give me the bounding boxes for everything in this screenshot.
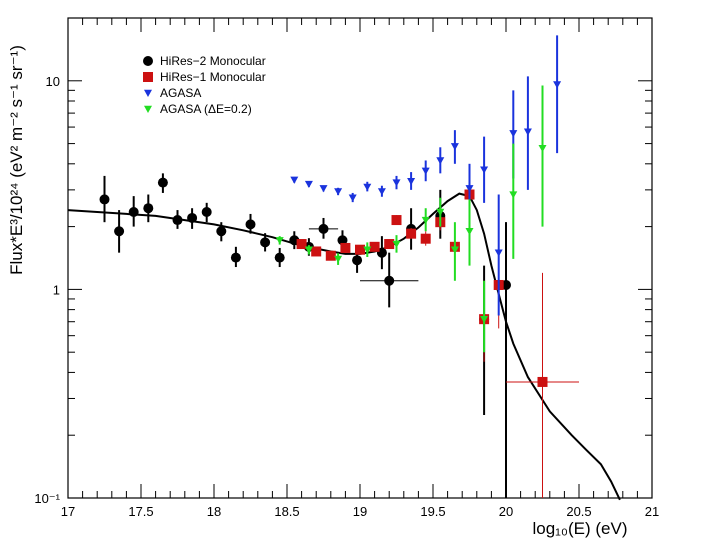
hires-2-monocular-point — [187, 212, 198, 223]
agasa-point — [290, 176, 299, 184]
y-tick-label: 1 — [53, 282, 60, 297]
x-tick-label: 21 — [645, 504, 659, 519]
agasa-e-0-2-point — [392, 240, 401, 249]
agasa-e-0-2-point — [509, 191, 518, 199]
agasa-point — [523, 128, 532, 136]
x-tick-label: 19 — [353, 504, 367, 519]
agasa-point — [480, 166, 489, 174]
agasa-point — [450, 143, 459, 151]
agasa-e-0-2-point — [275, 237, 284, 245]
hires-1-monocular-point — [391, 215, 402, 226]
hires-2-monocular-point — [128, 206, 139, 217]
hires-2-monocular-point — [201, 206, 212, 217]
x-tick-label: 17 — [61, 504, 75, 519]
legend-marker-hires-1-monocular — [143, 72, 153, 82]
legend-label-hires-1-monocular: HiRes−1 Monocular — [160, 70, 266, 84]
agasa-point — [334, 188, 343, 196]
agasa-point — [363, 183, 372, 191]
data-points-group — [99, 35, 579, 498]
hires-2-monocular-point — [230, 252, 241, 263]
axis-ticks: 17 17.5 18 18.5 19 19.5 20 20.5 21 10⁻¹ 1 10 — [34, 17, 659, 519]
agasa-point — [465, 185, 474, 193]
agasa-point — [509, 130, 518, 138]
y-tick-label: 10⁻¹ — [34, 491, 60, 506]
hires-2-monocular-point — [157, 177, 168, 188]
agasa-e-0-2-point — [538, 145, 547, 153]
hires-1-monocular-point — [420, 233, 431, 244]
agasa-e-0-2-point — [304, 246, 313, 254]
hires-2-monocular-point — [143, 203, 154, 214]
hires-2-monocular-point — [337, 235, 348, 246]
agasa-point — [319, 185, 328, 193]
agasa-e-0-2-point — [436, 208, 445, 216]
hires-1-monocular-point — [311, 246, 322, 257]
hires-1-monocular-point — [406, 228, 417, 239]
hires-1-monocular-point — [537, 376, 548, 387]
legend-label-agasa: AGASA — [160, 86, 201, 100]
hires-2-monocular-point — [384, 275, 395, 286]
legend-label-agasa-e-0-2: AGASA (ΔE=0.2) — [160, 102, 252, 116]
hires-1-monocular-point — [296, 239, 307, 250]
agasa-point — [421, 167, 430, 175]
agasa-e-0-2-point — [334, 255, 343, 263]
agasa-point — [348, 194, 357, 202]
agasa-e-0-2-point — [465, 228, 474, 236]
hires-2-monocular-point — [114, 226, 125, 237]
agasa-point — [436, 157, 445, 165]
hires-2-monocular-point — [260, 237, 271, 248]
legend-marker-agasa-e-0-2 — [144, 105, 152, 113]
agasa-point — [494, 249, 503, 257]
legend-marker-hires-2-monocular — [143, 56, 153, 66]
agasa-e-0-2-point — [480, 315, 489, 324]
y-tick-label: 10 — [46, 74, 60, 89]
x-tick-label: 17.5 — [128, 504, 153, 519]
agasa-e-0-2-point — [363, 246, 372, 254]
hires-2-monocular-point — [274, 252, 285, 263]
hires-2-monocular-point — [99, 194, 110, 205]
hires-1-monocular-point — [325, 250, 336, 261]
x-tick-label: 19.5 — [420, 504, 445, 519]
y-axis-title: Flux*E³/10²⁴ (eV² m⁻² s⁻¹ sr⁻¹) — [7, 45, 26, 275]
x-tick-label: 20 — [499, 504, 513, 519]
hires-2-monocular-point — [318, 223, 329, 234]
hires-2-monocular-point — [172, 215, 183, 226]
agasa-point — [392, 179, 401, 187]
hires-1-monocular-point — [369, 241, 380, 252]
agasa-point — [553, 81, 562, 89]
agasa-point — [407, 178, 416, 186]
agasa-point — [377, 188, 386, 196]
legend-label-hires-2-monocular: HiRes−2 Monocular — [160, 54, 266, 68]
x-tick-label: 18 — [207, 504, 221, 519]
legend: HiRes−2 Monocular HiRes−1 Monocular AGASA A… — [143, 54, 266, 116]
agasa-e-0-2-point — [421, 216, 430, 225]
legend-marker-agasa — [144, 89, 152, 97]
agasa-point — [304, 180, 313, 189]
x-tick-label: 20.5 — [566, 504, 591, 519]
hires-2-monocular-point — [216, 226, 227, 237]
hires-2-monocular-point — [245, 219, 256, 230]
hires-1-monocular-point — [355, 244, 365, 255]
hires-1-monocular-point — [340, 242, 351, 253]
x-axis-title: log₁₀(E) (eV) — [533, 519, 628, 538]
hires-1-monocular-point — [384, 239, 395, 250]
hires-2-monocular-point — [352, 255, 363, 266]
agasa-e-0-2-point — [450, 246, 459, 254]
x-tick-label: 18.5 — [274, 504, 299, 519]
